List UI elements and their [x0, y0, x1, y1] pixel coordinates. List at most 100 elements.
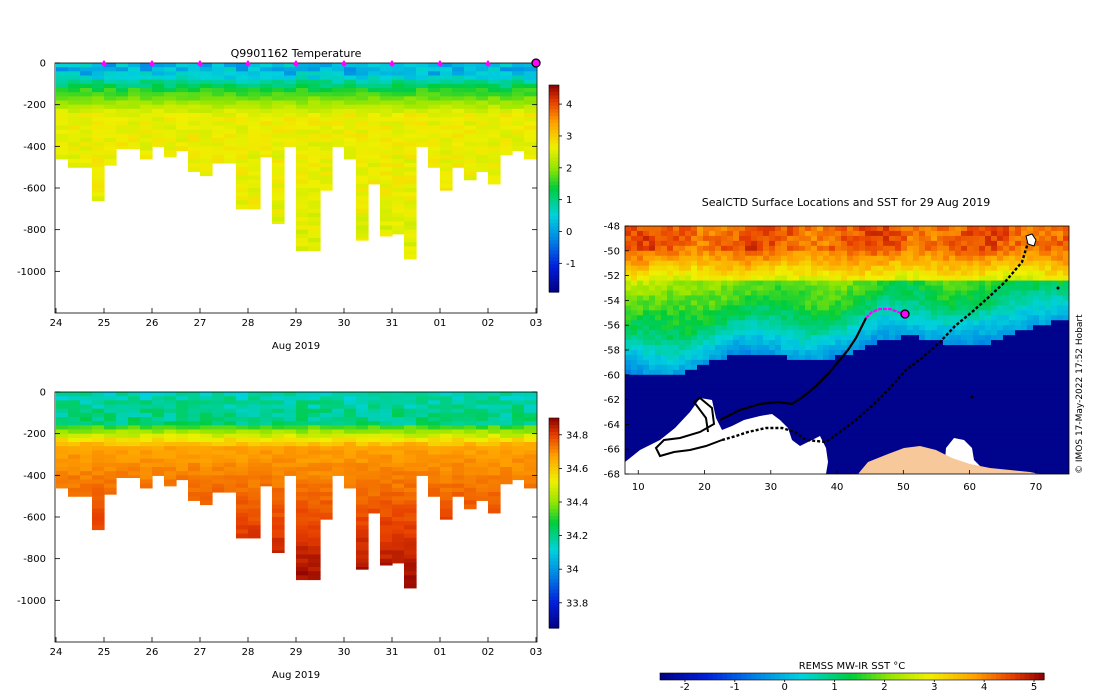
heatmap-cell: [392, 100, 405, 106]
heatmap-cell: [416, 408, 429, 414]
heatmap-cell: [188, 142, 201, 147]
sst-cell: [865, 330, 872, 336]
sst-cell: [649, 354, 656, 361]
heatmap-cell: [272, 104, 285, 110]
heatmap-cell: [248, 437, 261, 443]
heatmap-cell: [140, 421, 153, 426]
sst-cell: [955, 240, 962, 247]
sst-cell: [727, 325, 734, 331]
sst-cell: [811, 255, 818, 262]
heatmap-cell: [224, 88, 237, 93]
heatmap-cell: [356, 163, 369, 168]
heatmap-cell: [104, 462, 117, 468]
heatmap-cell: [68, 392, 81, 397]
heatmap-cell: [116, 433, 129, 439]
sst-cell: [955, 369, 962, 376]
sst-cell: [931, 325, 938, 331]
heatmap-cell: [320, 129, 333, 135]
sst-cell: [1021, 320, 1028, 326]
heatmap-cell: [80, 154, 93, 160]
heatmap-cell: [356, 467, 369, 472]
heatmap-cell: [308, 417, 321, 422]
sst-cell: [1015, 364, 1022, 371]
heatmap-cell: [176, 88, 189, 93]
sst-cell: [799, 295, 806, 301]
sst-cell: [655, 265, 662, 272]
sst-cell: [799, 364, 806, 371]
sst-cell: [757, 379, 764, 386]
heatmap-cell: [128, 392, 141, 397]
heatmap-cell: [284, 113, 297, 118]
heatmap-cell: [320, 492, 333, 497]
sst-cell: [673, 384, 680, 391]
sst-cell: [685, 265, 692, 272]
heatmap-cell: [200, 142, 213, 147]
sst-cell: [1009, 250, 1016, 257]
sst-cell: [859, 350, 866, 356]
heatmap-cell: [332, 400, 345, 406]
sst-cell: [637, 354, 644, 361]
heatmap-cell: [80, 108, 93, 114]
heatmap-cell: [428, 133, 441, 139]
heatmap-cell: [476, 83, 489, 89]
sst-cell: [931, 364, 938, 371]
sst-cell: [889, 235, 896, 242]
heatmap-cell: [368, 508, 381, 514]
heatmap-cell: [188, 158, 201, 164]
sst-cell: [763, 260, 770, 267]
heatmap-cell: [392, 129, 405, 135]
sst-cell: [751, 255, 758, 262]
heatmap-cell: [404, 496, 417, 501]
heatmap-cell: [368, 154, 381, 160]
sst-cell: [859, 250, 866, 257]
heatmap-cell: [392, 504, 405, 510]
heatmap-cell: [212, 150, 225, 156]
sst-cell: [733, 290, 740, 296]
heatmap-cell: [224, 483, 237, 489]
heatmap-cell: [332, 67, 345, 72]
heatmap-cell: [104, 442, 117, 447]
sst-cell: [901, 265, 908, 272]
heatmap-cell: [440, 163, 453, 168]
sst-cell: [691, 389, 698, 396]
sst-cell: [685, 359, 692, 366]
sst-cell: [775, 315, 782, 321]
heatmap-cell: [476, 425, 489, 431]
sst-cell: [1057, 285, 1064, 291]
sst-cell: [649, 230, 656, 237]
heatmap-cell: [92, 392, 105, 397]
colorbar-tick-label: -1: [566, 259, 576, 270]
sst-cell: [745, 280, 752, 287]
heatmap-cell: [368, 458, 381, 464]
heatmap-cell: [476, 446, 489, 451]
heatmap-cell: [332, 446, 345, 451]
sst-cell: [943, 290, 950, 296]
heatmap-cell: [440, 92, 453, 97]
sst-cell: [667, 275, 674, 282]
heatmap-cell: [224, 129, 237, 135]
heatmap-cell: [440, 146, 453, 152]
heatmap-cell: [428, 396, 441, 401]
sst-cell: [805, 330, 812, 336]
sst-cell: [661, 235, 668, 242]
heatmap-cell: [476, 167, 489, 172]
heatmap-cell: [464, 421, 477, 426]
sst-cell: [625, 320, 632, 326]
colorbar-segment: [549, 157, 559, 162]
sst-cell: [973, 315, 980, 321]
sst-cell: [769, 305, 776, 311]
heatmap-cell: [452, 425, 465, 431]
sst-cell: [841, 285, 848, 291]
heatmap-cell: [224, 92, 237, 97]
sst-cell: [1033, 226, 1040, 232]
heatmap-cell: [92, 71, 105, 77]
sst-cell: [829, 265, 836, 272]
sst-cell: [631, 374, 638, 381]
sst-cell: [805, 340, 812, 346]
sst-cell: [901, 384, 908, 391]
heatmap-cell: [188, 492, 201, 497]
heatmap-cell: [152, 79, 165, 85]
heatmap-cell: [200, 492, 213, 497]
heatmap-cell: [488, 442, 501, 447]
heatmap-cell: [488, 479, 501, 485]
